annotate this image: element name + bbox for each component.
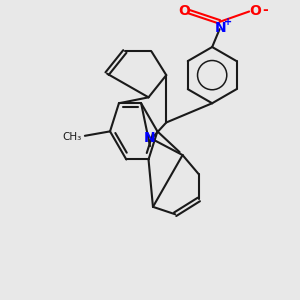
Text: O: O (250, 4, 262, 19)
Text: O: O (178, 4, 190, 19)
Text: CH₃: CH₃ (63, 132, 82, 142)
Text: N: N (215, 21, 227, 35)
Text: N: N (144, 131, 156, 145)
Text: +: + (224, 17, 232, 27)
Text: -: - (262, 3, 268, 17)
